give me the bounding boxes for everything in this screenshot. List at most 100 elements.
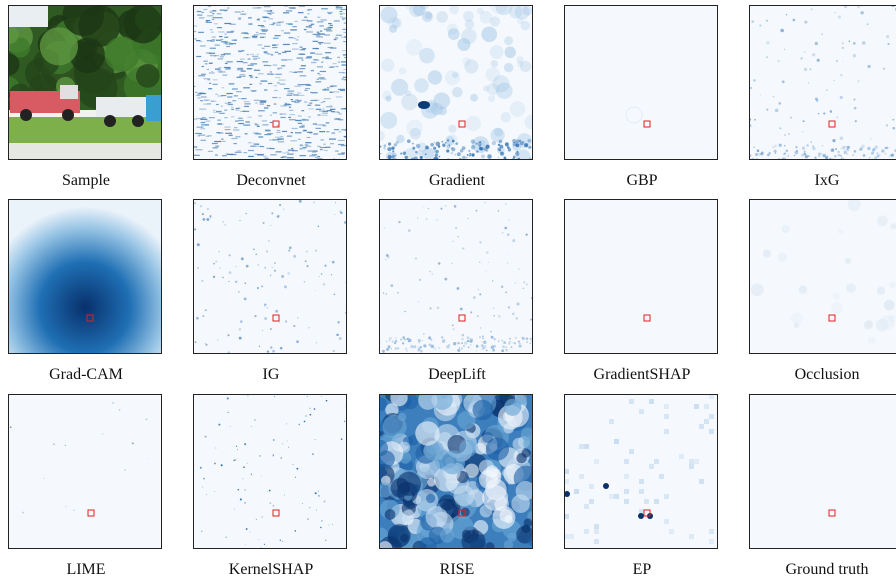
speck — [261, 286, 263, 288]
cell — [614, 494, 619, 499]
speck — [227, 397, 229, 399]
speck — [294, 102, 299, 103]
speck — [294, 86, 301, 87]
speck — [812, 145, 814, 147]
speck — [298, 139, 301, 140]
speck — [259, 455, 261, 457]
speck — [338, 61, 340, 62]
speck — [328, 23, 332, 24]
speck — [197, 267, 199, 269]
speck — [270, 154, 276, 155]
speck — [476, 345, 479, 348]
speck — [289, 119, 295, 120]
speck — [523, 288, 525, 290]
speck — [237, 61, 243, 62]
speck — [404, 339, 406, 341]
speck — [842, 47, 844, 49]
speck — [256, 32, 259, 33]
speck — [211, 32, 214, 33]
speck — [846, 283, 856, 293]
speck — [490, 331, 492, 333]
speck — [445, 70, 460, 85]
speck — [439, 156, 441, 158]
speck — [232, 100, 236, 101]
speck — [203, 9, 207, 10]
speck — [389, 25, 397, 33]
speck — [505, 142, 509, 146]
speck — [514, 342, 516, 344]
speck — [429, 307, 431, 309]
speck — [205, 120, 210, 121]
speck — [224, 34, 226, 35]
panel: Sample — [8, 5, 168, 190]
speck — [245, 544, 246, 545]
speck — [316, 54, 323, 55]
speck — [284, 285, 287, 288]
speck — [317, 21, 324, 22]
speck — [490, 16, 500, 26]
speck — [833, 292, 840, 299]
blob — [457, 411, 475, 429]
speck — [381, 6, 398, 23]
speck — [853, 42, 856, 45]
heatmap — [193, 5, 347, 160]
speck — [233, 143, 237, 144]
speck — [836, 116, 838, 118]
speck — [784, 145, 786, 147]
blob — [462, 530, 471, 539]
speck — [297, 84, 301, 85]
cell — [589, 499, 594, 504]
speck — [886, 124, 888, 126]
speck — [501, 349, 504, 352]
speck — [248, 142, 252, 143]
caption: GBP — [564, 172, 720, 190]
speck — [869, 157, 871, 159]
speck — [237, 150, 240, 151]
speck — [323, 283, 325, 285]
speck — [466, 157, 468, 159]
blob — [486, 437, 509, 460]
speck — [815, 42, 818, 45]
speck — [280, 136, 283, 137]
speck — [431, 273, 433, 275]
speck — [215, 45, 220, 46]
speck — [766, 56, 767, 57]
speck — [237, 449, 238, 450]
speck — [209, 83, 211, 84]
speck — [279, 79, 286, 80]
speck — [238, 17, 241, 18]
speck — [254, 100, 260, 101]
speck — [220, 56, 224, 57]
speck — [267, 11, 272, 12]
speck — [258, 25, 264, 26]
speck — [246, 528, 248, 530]
speck — [889, 281, 896, 288]
speck — [234, 459, 236, 461]
speck — [429, 343, 432, 346]
speck — [840, 74, 842, 76]
speck — [887, 43, 889, 45]
cell — [639, 479, 644, 484]
speck — [509, 338, 511, 340]
speck — [491, 336, 494, 339]
speck — [232, 88, 238, 89]
speck — [407, 338, 409, 340]
speck — [426, 218, 428, 220]
speck — [326, 122, 330, 123]
speck — [516, 317, 518, 319]
speck — [884, 300, 895, 311]
speck — [453, 328, 455, 330]
speck — [805, 155, 808, 158]
speck — [254, 315, 256, 317]
speck — [304, 101, 307, 102]
speck — [207, 103, 211, 104]
speck — [434, 141, 436, 143]
speck — [881, 149, 884, 152]
speck — [287, 157, 294, 158]
heatmap — [193, 394, 347, 549]
speck — [784, 152, 786, 154]
speck — [317, 66, 323, 67]
speck — [323, 101, 326, 102]
heatmap — [8, 394, 162, 549]
speck — [287, 93, 292, 94]
